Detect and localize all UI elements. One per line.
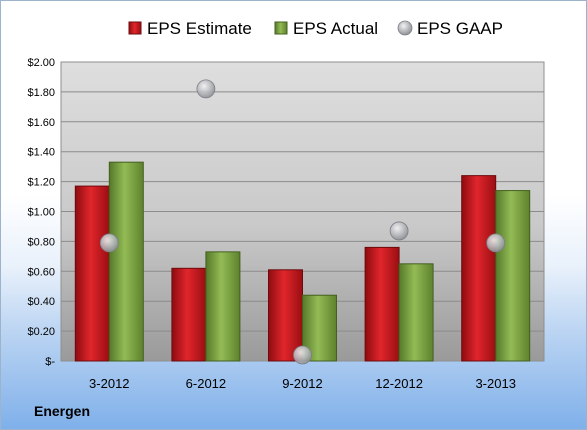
legend: EPS Estimate EPS Actual EPS GAAP [128,19,503,38]
x-tick-label: 12-2012 [375,376,423,391]
x-tick-label: 3-2012 [89,376,129,391]
eps-estimate-bar [461,175,497,362]
legend-label: EPS Estimate [147,19,252,38]
y-tick-label: $- [45,356,55,368]
legend-label: EPS Actual [293,19,378,38]
y-tick-label: $0.20 [27,326,55,338]
eps-estimate-legend-swatch [128,21,142,35]
eps-gaap-marker [196,79,216,99]
eps-gaap-marker [486,233,506,253]
bars [74,161,531,362]
y-tick-label: $1.60 [27,117,55,129]
eps-estimate-bar [364,246,400,362]
eps-actual-bar [398,263,434,362]
eps-estimate-bar [268,269,303,362]
x-tick-label: 3-2013 [475,376,515,391]
eps-actual-bar [205,251,241,362]
y-tick-label: $0.60 [27,266,55,278]
x-tick-label: 6-2012 [186,376,226,391]
y-tick-label: $1.40 [27,147,55,159]
y-tick-label: $0.40 [27,296,55,308]
eps-gaap-marker [99,233,119,253]
eps-actual-legend-swatch [274,21,288,35]
y-tick-label: $1.20 [27,177,55,189]
y-tick-label: $2.00 [27,57,55,69]
y-tick-label: $1.80 [27,87,55,99]
eps-estimate-bar [171,267,207,362]
legend-label: EPS GAAP [417,19,503,38]
eps-actual-bar [108,161,144,362]
x-axis: 3-2012 6-2012 9-2012 12-2012 3-2013 [89,376,516,391]
gaap-markers [99,79,506,365]
eps-actual-bar [495,190,531,362]
y-tick-label: $0.80 [27,236,55,248]
company-name: Energen [34,403,91,419]
eps-gaap-marker [293,345,312,365]
y-axis: $- $0.20 $0.40 $0.60 $0.80 $1.00 $1.20 $1.40 $1.… [27,57,55,368]
eps-gaap-marker [389,221,409,241]
eps-gaap-legend-swatch [397,20,413,36]
eps-estimate-bar [74,185,110,362]
x-tick-label: 9-2012 [282,376,322,391]
y-tick-label: $1.00 [27,207,55,219]
